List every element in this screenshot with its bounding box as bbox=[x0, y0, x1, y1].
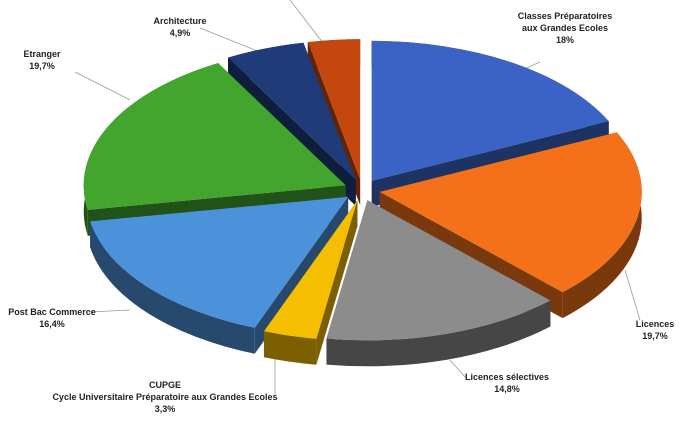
slice-label: Post Bac Commerce 16,4% bbox=[8, 306, 96, 330]
slice-side bbox=[90, 221, 255, 354]
slice-label: CUPGE Cycle Universitaire Préparatoire a… bbox=[52, 379, 277, 415]
slice-side bbox=[316, 200, 358, 365]
slice-side bbox=[326, 300, 551, 367]
slice-name: Licences sélectives bbox=[464, 372, 550, 382]
slice bbox=[83, 63, 346, 210]
slice-name: Architecture bbox=[153, 16, 207, 26]
slice bbox=[379, 132, 642, 293]
slice-value: 18% bbox=[555, 35, 574, 45]
slice-name: Classes Préparatoires aux Grandes Ecoles bbox=[517, 11, 613, 33]
leader-line bbox=[449, 359, 467, 379]
slice-name: Post Bac Commerce bbox=[8, 307, 96, 317]
slice-side bbox=[562, 132, 642, 319]
slice-value: 19,7% bbox=[642, 331, 668, 341]
slice-value: 19,7% bbox=[29, 61, 55, 71]
slice-value: 16,4% bbox=[39, 319, 65, 329]
slice bbox=[371, 40, 609, 181]
slice-value: 14,8% bbox=[494, 384, 520, 394]
slice-label: Licences 19,7% bbox=[636, 318, 675, 342]
slice-name: CUPGE Cycle Universitaire Préparatoire a… bbox=[52, 380, 278, 402]
slice-name: Etranger bbox=[23, 49, 61, 59]
slice-name: Licences bbox=[635, 319, 675, 329]
slice-label: Etranger 19,7% bbox=[23, 48, 60, 72]
slice bbox=[263, 200, 358, 339]
slice bbox=[228, 42, 356, 180]
slice bbox=[307, 39, 361, 180]
slice-label: Classes Préparatoires aux Grandes Ecoles… bbox=[518, 10, 613, 46]
slice-side bbox=[263, 331, 317, 365]
slice bbox=[326, 200, 551, 341]
slice-value: 4,9% bbox=[169, 28, 191, 38]
slice-label: Licences sélectives 14,8% bbox=[465, 371, 549, 395]
leader-line bbox=[624, 269, 641, 321]
slice-label: Architecture 4,9% bbox=[153, 15, 206, 39]
leader-line bbox=[87, 309, 131, 313]
slice-value: 3,3% bbox=[154, 404, 176, 414]
slice-tops bbox=[83, 39, 642, 341]
leader-line bbox=[74, 71, 131, 101]
slice bbox=[90, 196, 349, 328]
